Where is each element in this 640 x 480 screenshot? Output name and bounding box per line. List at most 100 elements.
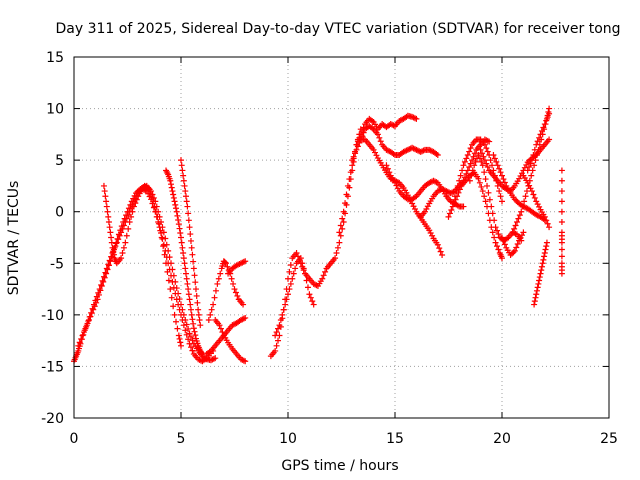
data-point bbox=[231, 286, 238, 293]
data-point bbox=[186, 330, 193, 337]
data-point bbox=[193, 292, 200, 299]
data-point bbox=[176, 296, 183, 303]
data-point bbox=[340, 219, 347, 226]
data-point bbox=[174, 325, 181, 332]
data-point bbox=[500, 176, 507, 183]
data-point bbox=[175, 332, 182, 339]
data-point bbox=[287, 262, 294, 269]
data-point bbox=[302, 270, 309, 277]
data-point bbox=[336, 239, 343, 246]
data-point bbox=[558, 177, 565, 184]
data-point bbox=[320, 272, 327, 279]
series-arc-23 bbox=[524, 110, 553, 174]
data-point bbox=[164, 170, 171, 177]
data-point bbox=[449, 189, 456, 196]
data-point bbox=[103, 203, 110, 210]
data-point bbox=[486, 138, 493, 145]
data-point bbox=[107, 229, 114, 236]
data-point bbox=[535, 280, 542, 287]
data-point bbox=[185, 325, 192, 332]
data-point bbox=[524, 167, 531, 174]
data-point bbox=[533, 291, 540, 298]
data-point bbox=[285, 291, 291, 298]
data-point bbox=[186, 296, 193, 303]
data-point bbox=[273, 342, 280, 349]
data-point bbox=[526, 182, 533, 189]
data-point bbox=[108, 239, 115, 246]
series-arc-13 bbox=[357, 123, 441, 158]
data-point bbox=[183, 275, 190, 282]
data-point bbox=[184, 203, 191, 210]
data-point bbox=[536, 203, 543, 210]
y-tick-label: 10 bbox=[46, 102, 64, 118]
data-point bbox=[178, 162, 185, 169]
data-point bbox=[275, 325, 282, 332]
data-point bbox=[497, 193, 504, 200]
data-point bbox=[463, 170, 470, 177]
data-point bbox=[169, 266, 176, 273]
data-point bbox=[460, 162, 467, 169]
data-point bbox=[495, 246, 502, 253]
data-point bbox=[179, 306, 186, 313]
data-point bbox=[538, 127, 545, 134]
data-point bbox=[105, 261, 112, 268]
data-point bbox=[188, 244, 195, 251]
data-point bbox=[182, 317, 189, 324]
data-point bbox=[82, 325, 89, 332]
data-point bbox=[186, 224, 193, 231]
data-point bbox=[180, 322, 187, 329]
data-point bbox=[471, 150, 478, 157]
data-point bbox=[534, 138, 541, 145]
series-arc-10 bbox=[267, 126, 364, 360]
data-point bbox=[386, 169, 393, 176]
data-point bbox=[531, 301, 538, 308]
series-arc-8 bbox=[212, 317, 249, 365]
data-point bbox=[521, 164, 528, 171]
plot-frame bbox=[73, 56, 610, 419]
y-tick-label: 5 bbox=[55, 153, 64, 169]
data-point bbox=[130, 203, 137, 210]
data-point bbox=[531, 162, 538, 169]
axis-ticks: 0 5 10 15 20 25 -20 -15 -10 -5 0 5 10 15 bbox=[41, 50, 618, 447]
data-point bbox=[180, 172, 187, 179]
data-point bbox=[128, 213, 135, 220]
data-point bbox=[337, 222, 344, 229]
data-point bbox=[101, 274, 108, 281]
data-point bbox=[217, 325, 224, 332]
data-point bbox=[175, 221, 182, 228]
data-point bbox=[303, 277, 310, 284]
data-point bbox=[194, 299, 201, 306]
data-point bbox=[543, 217, 550, 224]
data-point bbox=[189, 251, 196, 258]
data-point bbox=[182, 188, 189, 195]
data-point bbox=[501, 241, 508, 248]
data-point bbox=[168, 294, 175, 301]
data-point bbox=[179, 167, 186, 174]
y-tick-label: 15 bbox=[46, 50, 64, 66]
data-point bbox=[459, 167, 466, 174]
data-point bbox=[192, 332, 199, 339]
x-tick-label: 20 bbox=[493, 431, 511, 447]
series-arc-11 bbox=[272, 255, 317, 339]
data-point bbox=[180, 255, 187, 262]
data-point bbox=[156, 213, 163, 220]
series-arc-12 bbox=[336, 112, 420, 236]
data-point bbox=[283, 296, 290, 303]
data-point bbox=[100, 273, 107, 280]
data-point bbox=[187, 344, 194, 351]
data-point bbox=[105, 219, 112, 226]
data-point bbox=[537, 270, 544, 277]
data-point bbox=[150, 204, 157, 211]
data-point bbox=[172, 201, 179, 208]
series-arc-5 bbox=[178, 157, 204, 329]
data-point bbox=[192, 279, 199, 286]
data-point bbox=[487, 157, 494, 164]
data-point bbox=[483, 145, 490, 152]
data-point bbox=[339, 225, 346, 232]
data-point bbox=[540, 124, 547, 131]
x-tick-label: 15 bbox=[386, 431, 404, 447]
data-point bbox=[541, 253, 548, 260]
data-point bbox=[480, 153, 487, 160]
data-point bbox=[544, 114, 551, 121]
data-point bbox=[489, 162, 496, 169]
